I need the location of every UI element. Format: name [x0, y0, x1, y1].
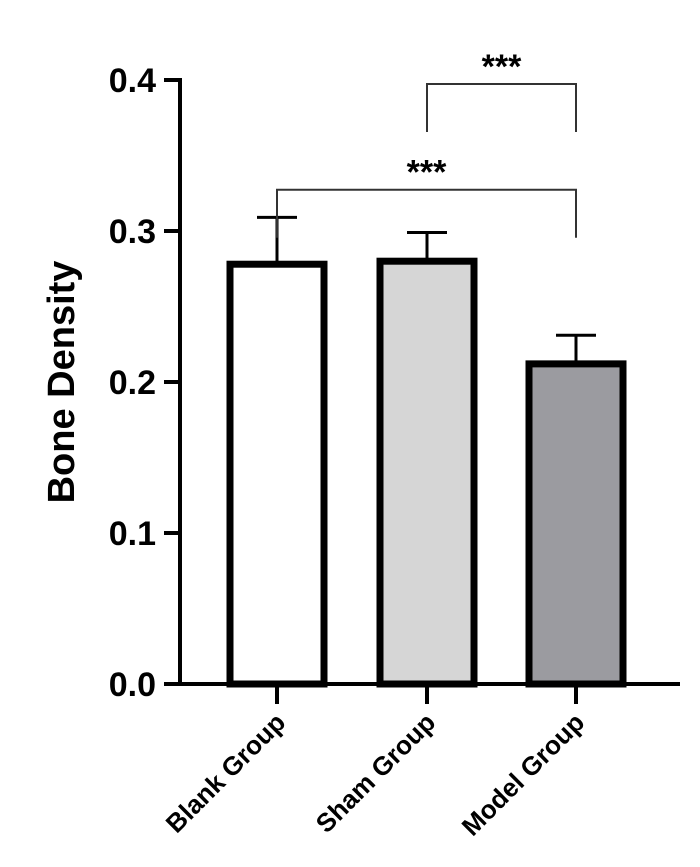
bar: [376, 257, 478, 688]
y-tick-label: 0.0: [109, 666, 156, 704]
y-tick-label: 0.1: [109, 515, 156, 553]
bar: [226, 260, 328, 688]
y-axis-title: Bone Density: [41, 261, 83, 504]
y-tick-label: 0.2: [109, 364, 156, 402]
y-tick-label: 0.3: [109, 213, 156, 251]
significance-label: ***: [407, 154, 447, 192]
significance-bracket: [426, 83, 577, 132]
x-category-label: Blank Group: [160, 707, 292, 839]
plot-area: [226, 215, 627, 688]
x-category-label: Sham Group: [310, 707, 442, 839]
y-axis-ticks: 0.0 0.1 0.2 0.3 0.4: [109, 62, 180, 704]
bar: [525, 360, 627, 688]
x-category-label: Model Group: [456, 707, 591, 842]
x-axis-ticks: Blank Group Sham Group Model Group: [160, 684, 591, 842]
significance-bracket: [276, 188, 577, 238]
y-tick-label: 0.4: [109, 62, 156, 100]
significance-label: ***: [482, 48, 522, 86]
significance-brackets: *** ***: [276, 48, 577, 238]
